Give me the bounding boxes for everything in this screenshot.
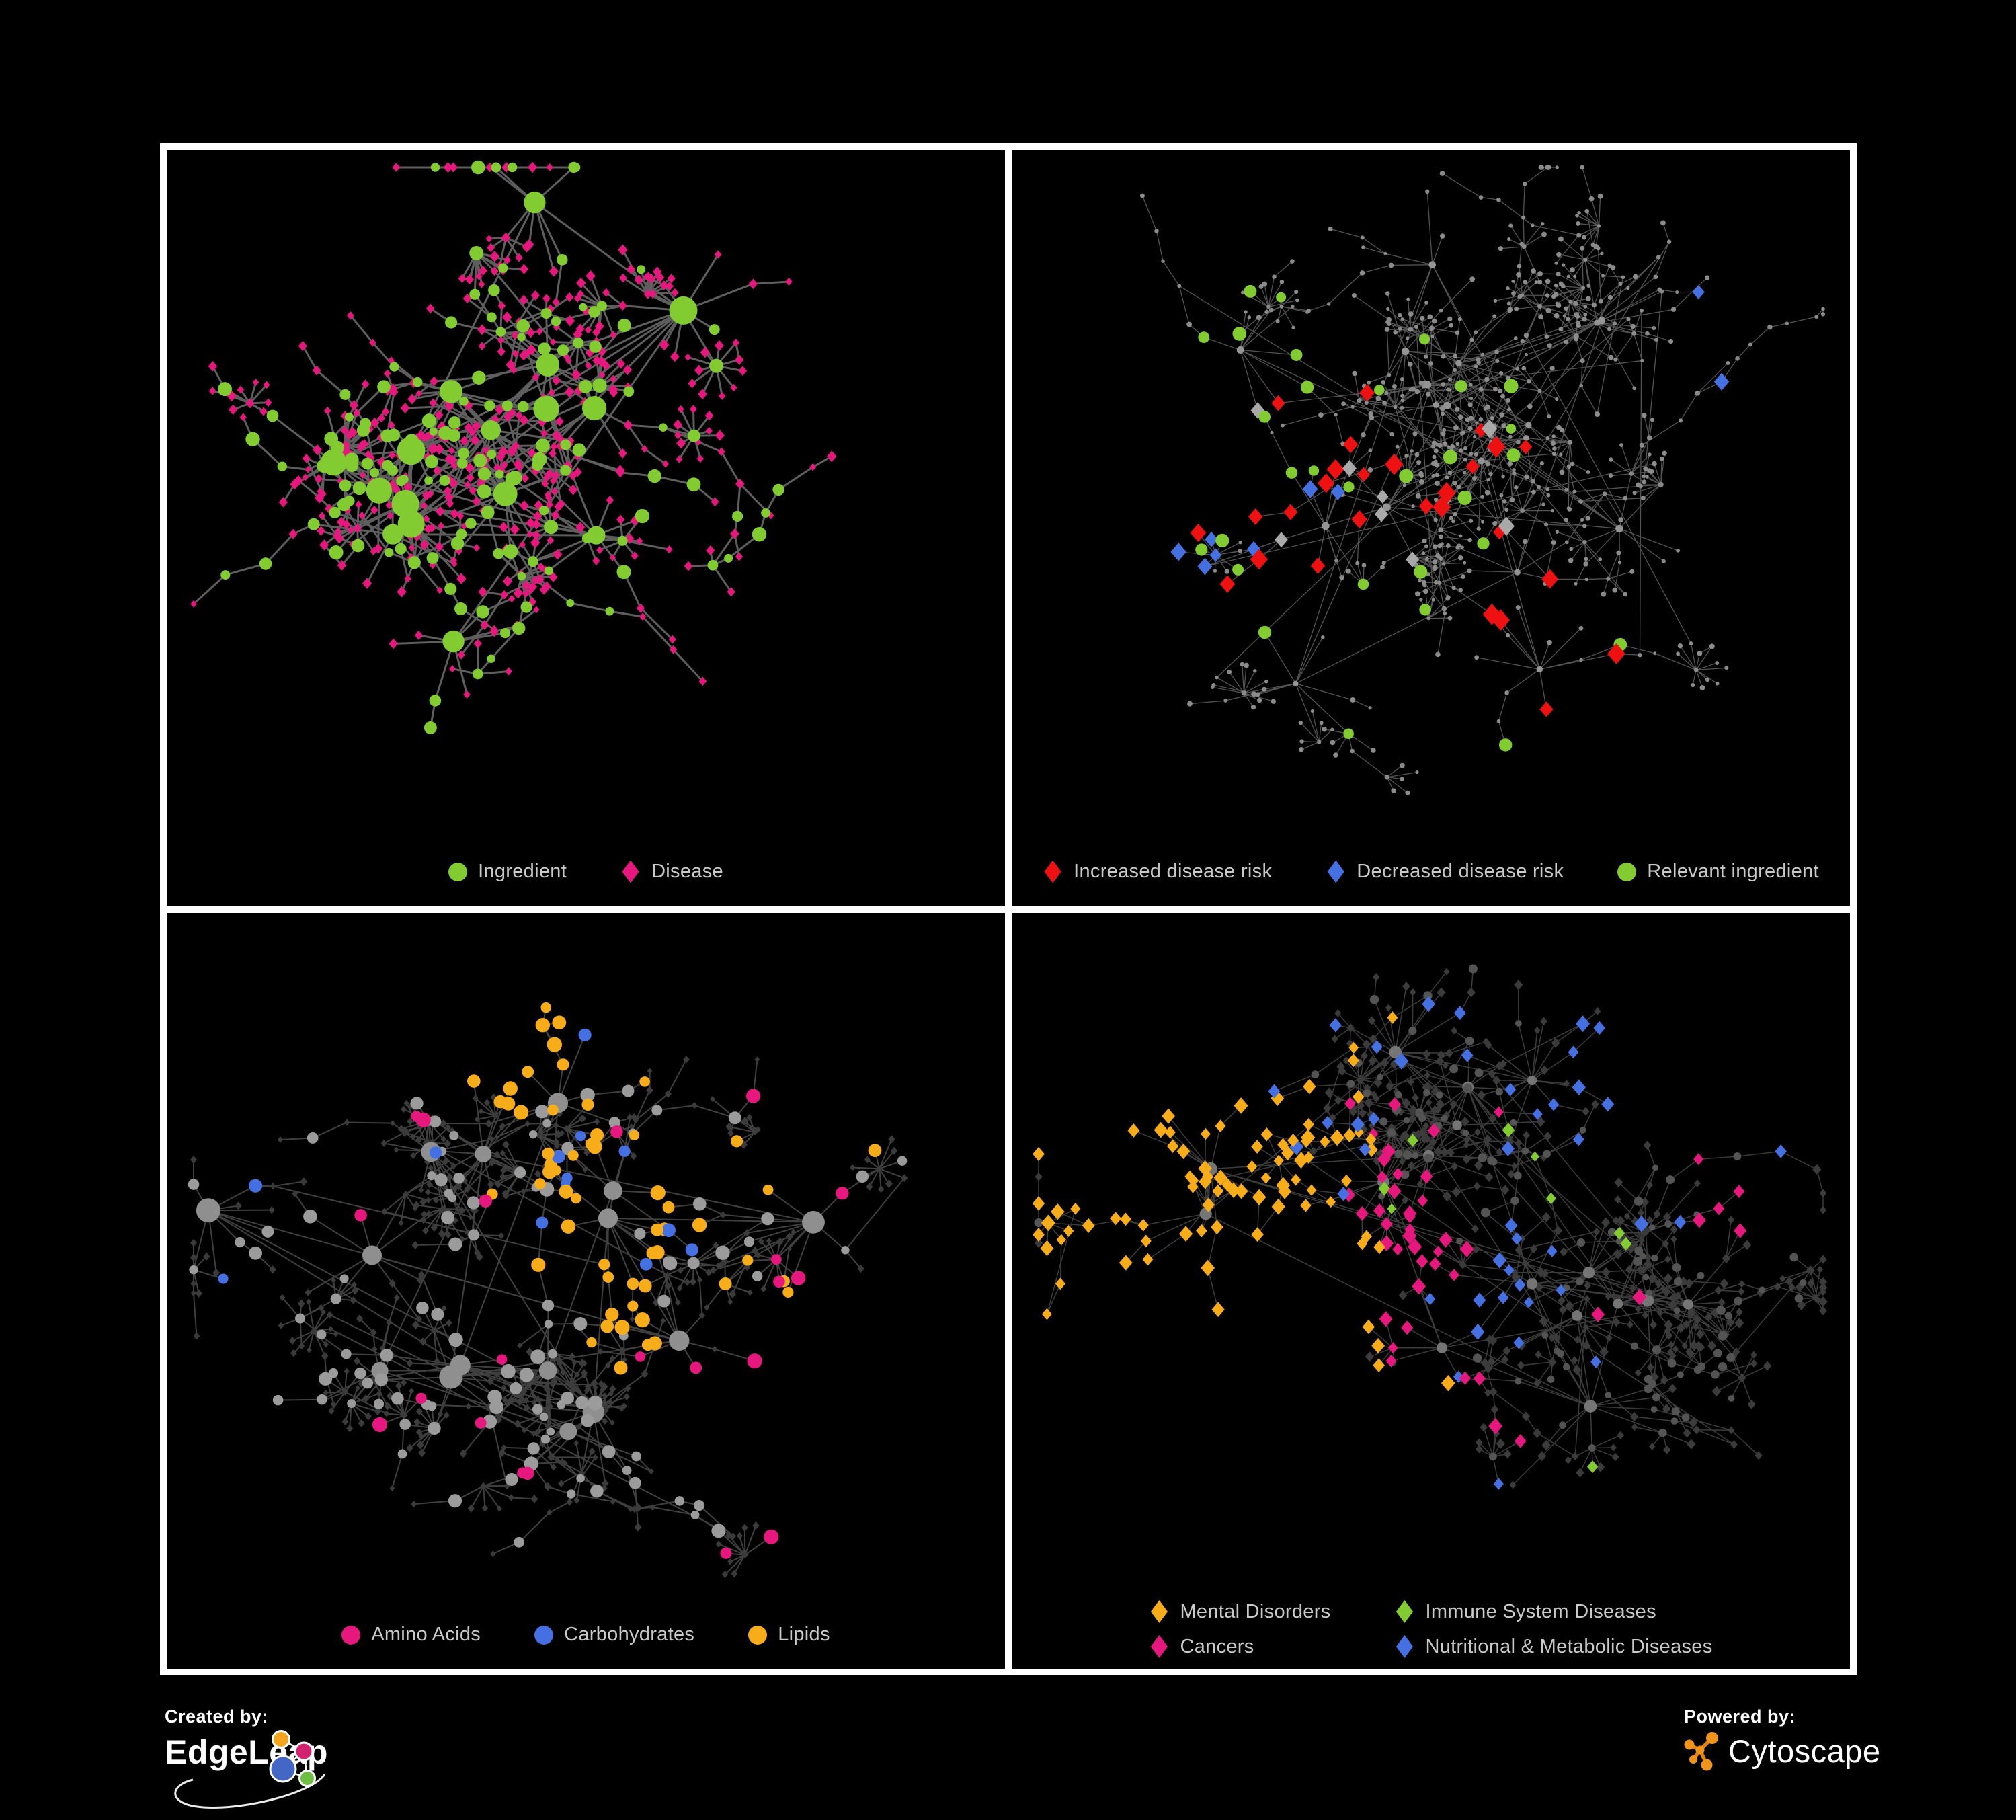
panel-grid: Ingredient Disease Increased disease risk…: [160, 143, 1857, 1675]
diamond-chip: [1150, 1635, 1168, 1658]
diamond-chip: [1150, 1600, 1168, 1623]
legend-label: Carbohydrates: [564, 1624, 695, 1645]
legend-item: Disease: [620, 860, 723, 883]
legend-item: Ingredient: [448, 861, 567, 883]
circle-chip: [748, 1625, 768, 1645]
legend-item: Lipids: [748, 1624, 830, 1646]
legend-label: Relevant ingredient: [1647, 861, 1819, 882]
edgeleap-logo: EdgeLeap: [165, 1730, 328, 1809]
legend-item: Carbohydrates: [534, 1624, 694, 1646]
disease-class-legend: Mental Disorders Immune System Diseases Ca…: [1012, 1600, 1850, 1658]
legend-item: Relevant ingredient: [1617, 861, 1819, 883]
legend-label: Ingredient: [478, 861, 567, 882]
circle-chip: [448, 862, 468, 881]
legend-label: Cancers: [1180, 1635, 1254, 1657]
diamond-chip: [622, 860, 639, 883]
legend-item: Amino Acids: [341, 1624, 481, 1646]
diamond-chip: [1044, 860, 1061, 883]
macronutrient-network-graph: [188, 1002, 908, 1578]
disease-risk-legend: Increased disease risk Decreased disease …: [1012, 860, 1850, 883]
circle-chip: [341, 1625, 361, 1645]
circle-chip: [534, 1625, 554, 1645]
legend-item: Mental Disorders: [1149, 1600, 1330, 1623]
disease-risk-network-graph: [1139, 165, 1826, 795]
legend-label: Decreased disease risk: [1357, 861, 1564, 882]
created-by-label: Created by:: [165, 1706, 269, 1727]
legend-item: Immune System Diseases: [1394, 1600, 1656, 1623]
legend-label: Lipids: [778, 1624, 830, 1645]
diamond-chip: [1396, 1635, 1414, 1658]
edgeleap-credit: Created by: EdgeLeap: [165, 1706, 328, 1809]
panel-macronutrients: Amino Acids Carbohydrates Lipids: [167, 912, 1005, 1669]
panel-disease-risk: Increased disease risk Decreased disease …: [1012, 150, 1850, 906]
cytoscape-logo: Cytoscape: [1684, 1730, 1881, 1772]
circle-chip: [1617, 862, 1637, 881]
legend-label: Amino Acids: [371, 1624, 481, 1645]
cytoscape-logo-icon: [1684, 1732, 1718, 1771]
legend-item: Decreased disease risk: [1326, 860, 1564, 883]
cytoscape-logo-text: Cytoscape: [1728, 1733, 1881, 1769]
powered-by-label: Powered by:: [1684, 1706, 1796, 1727]
legend-label: Disease: [651, 861, 723, 882]
macronutrient-legend: Amino Acids Carbohydrates Lipids: [167, 1624, 1005, 1646]
legend-label: Nutritional & Metabolic Diseases: [1425, 1635, 1713, 1657]
ingredient-disease-legend: Ingredient Disease: [167, 860, 1005, 883]
edgeleap-logo-network-icon: [269, 1730, 316, 1787]
panel-disease-classes: Mental Disorders Immune System Diseases Ca…: [1012, 912, 1850, 1669]
legend-label: Mental Disorders: [1180, 1600, 1331, 1622]
disease-class-network-graph: [1032, 964, 1828, 1490]
legend-label: Immune System Diseases: [1425, 1600, 1656, 1622]
legend-item: Cancers: [1149, 1635, 1254, 1658]
legend-item: Nutritional & Metabolic Diseases: [1394, 1635, 1712, 1658]
panel-ingredient-disease: Ingredient Disease: [167, 150, 1005, 906]
ingredient-disease-network-graph: [190, 160, 837, 734]
edgeleap-logo-swoosh-icon: [174, 1774, 326, 1809]
cytoscape-credit: Powered by: Cytoscape: [1684, 1706, 1881, 1772]
diamond-chip: [1396, 1600, 1414, 1623]
legend-item: Increased disease risk: [1043, 860, 1273, 883]
diamond-chip: [1327, 860, 1344, 883]
legend-label: Increased disease risk: [1074, 861, 1273, 882]
